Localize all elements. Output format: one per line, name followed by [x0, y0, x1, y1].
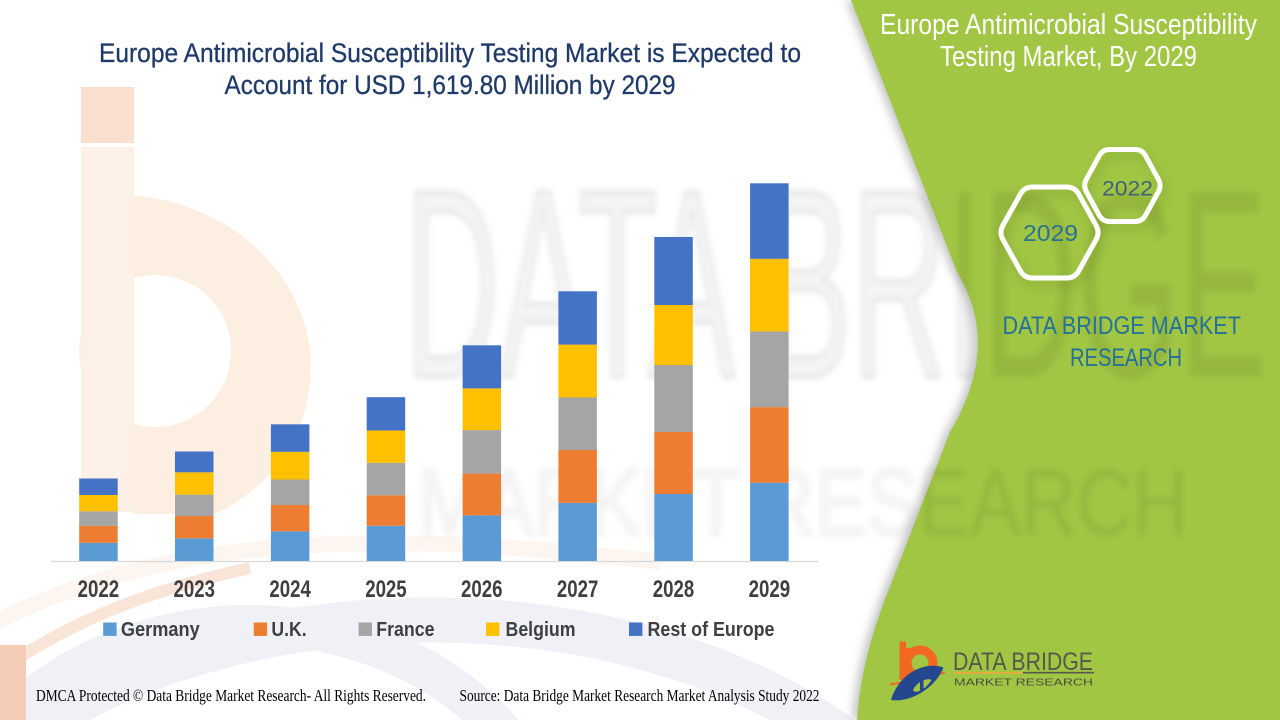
svg-text:2028: 2028: [653, 576, 695, 603]
svg-text:DATA BRIDGE: DATA BRIDGE: [953, 648, 1093, 676]
svg-text:2022: 2022: [1102, 177, 1153, 201]
svg-text:Belgium: Belgium: [506, 619, 576, 641]
svg-text:2027: 2027: [557, 576, 599, 603]
svg-text:Account for USD 1,619.80 Milli: Account for USD 1,619.80 Million by 2029: [225, 70, 676, 100]
svg-text:Testing Market, By 2029: Testing Market, By 2029: [940, 41, 1197, 73]
svg-text:Europe Antimicrobial Susceptib: Europe Antimicrobial Susceptibility Test…: [99, 38, 801, 68]
svg-text:2029: 2029: [1023, 220, 1078, 246]
svg-text:Source: Data Bridge Market Res: Source: Data Bridge Market Research Mark…: [460, 686, 820, 705]
svg-text:DMCA Protected © Data Bridge M: DMCA Protected © Data Bridge Market Rese…: [36, 686, 426, 705]
svg-text:2022: 2022: [78, 576, 120, 603]
svg-text:France: France: [376, 619, 434, 641]
svg-text:RESEARCH: RESEARCH: [1070, 345, 1182, 372]
svg-text:2024: 2024: [269, 576, 311, 603]
svg-text:Europe Antimicrobial Susceptib: Europe Antimicrobial Susceptibility: [880, 9, 1258, 41]
svg-text:MARKET RESEARCH: MARKET RESEARCH: [954, 678, 1093, 689]
svg-text:Germany: Germany: [121, 619, 201, 641]
svg-text:Rest of Europe: Rest of Europe: [648, 619, 775, 641]
svg-text:DATA BRIDGE MARKET: DATA BRIDGE MARKET: [1002, 313, 1241, 340]
svg-text:2025: 2025: [365, 576, 407, 603]
svg-text:2026: 2026: [461, 576, 503, 603]
svg-text:2023: 2023: [174, 576, 216, 603]
svg-text:U.K.: U.K.: [271, 619, 306, 641]
svg-text:2029: 2029: [749, 576, 791, 603]
